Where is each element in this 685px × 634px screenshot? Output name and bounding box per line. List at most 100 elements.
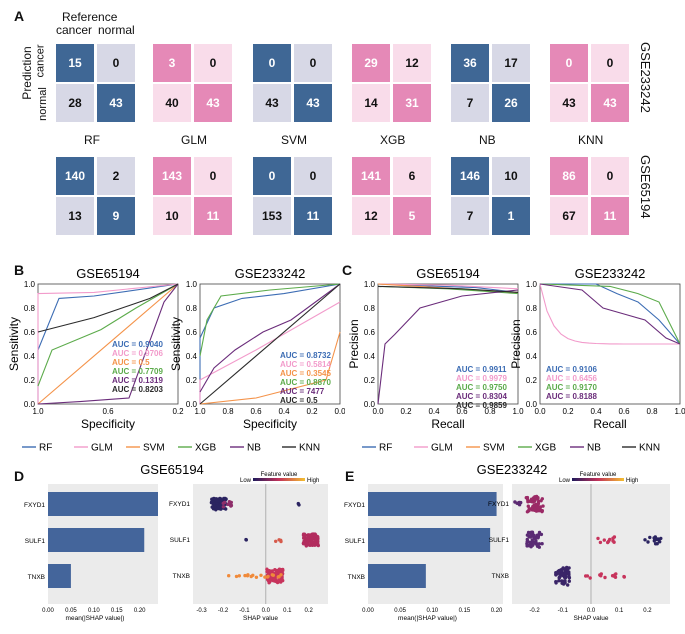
bar-x-tick: 0.05 bbox=[394, 608, 406, 614]
y-axis-label: Precision bbox=[509, 319, 523, 368]
cm-cell-gse65194-rf-tp: 140 bbox=[56, 157, 94, 195]
shap-point bbox=[527, 507, 531, 511]
shap-point bbox=[268, 579, 272, 583]
auc-label-nb: AUC = 0.8304 bbox=[456, 392, 507, 401]
model-label-svm: SVM bbox=[281, 133, 308, 147]
y-tick-label: 0.4 bbox=[526, 352, 538, 361]
cm-cell-gse233242-svm-fp: 0 bbox=[294, 44, 332, 82]
shap-point bbox=[265, 575, 270, 579]
bar-feature-label: FXYD1 bbox=[344, 502, 365, 509]
roc-curve-nb bbox=[37, 283, 179, 405]
legend-label-rf: RF bbox=[379, 443, 392, 454]
auc-label-xgb: AUC = 0.9170 bbox=[546, 383, 597, 392]
pred-class-cancer: cancer bbox=[34, 44, 47, 78]
auc-label-glm: AUC = 0.9706 bbox=[112, 349, 163, 358]
cm-cell-gse65194-xgb-tn: 5 bbox=[393, 197, 431, 235]
bar-x-label: mean(|SHAP value|) bbox=[398, 615, 457, 622]
shap-point bbox=[648, 535, 652, 540]
roc-curve-glm bbox=[37, 283, 179, 404]
legend-label-glm: GLM bbox=[91, 443, 113, 454]
legend-label-xgb: XGB bbox=[535, 443, 556, 454]
shap-figure-gse65194: GSE65194 FXYD1 SULF1 TNXB 0.00 0.05 0.10 0.15 0.… bbox=[24, 462, 328, 622]
bar-x-tick: 0.10 bbox=[426, 608, 438, 614]
shap-point bbox=[263, 575, 267, 579]
bar-x-tick: 0.15 bbox=[459, 608, 471, 614]
x-tick-label: 0.6 bbox=[456, 407, 468, 416]
shap-point bbox=[537, 542, 541, 546]
beeswarm-feature-label: SULF1 bbox=[489, 537, 510, 544]
cm-cell-gse233242-nb-tn: 26 bbox=[492, 84, 530, 122]
cm-cell-gse233242-xgb-fn: 14 bbox=[352, 84, 390, 122]
shap-point bbox=[227, 501, 232, 505]
cm-cell-gse65194-nb-fp: 10 bbox=[492, 157, 530, 195]
cm-cell-gse65194-knn-fp: 0 bbox=[591, 157, 629, 195]
chart-title: GSE233242 bbox=[575, 266, 646, 281]
shap-point bbox=[296, 501, 300, 506]
y-tick-label: 1.0 bbox=[364, 280, 376, 289]
legend-label-rf: RF bbox=[39, 443, 52, 454]
shap-point bbox=[270, 573, 274, 577]
y-tick-label: 0.2 bbox=[364, 376, 376, 385]
shap-point bbox=[567, 566, 571, 570]
shap-point bbox=[532, 499, 536, 503]
shap-point bbox=[525, 537, 529, 542]
beeswarm-feature-label: FXYD1 bbox=[169, 501, 190, 508]
cm-cell-gse65194-xgb-fp: 6 bbox=[393, 157, 431, 195]
roc-curve-xgb bbox=[37, 283, 179, 387]
cm-cell-gse233242-knn-tn: 43 bbox=[591, 84, 629, 122]
cm-cell-gse65194-nb-tn: 1 bbox=[492, 197, 530, 235]
x-tick-label: 0.6 bbox=[618, 407, 630, 416]
legend-high: High bbox=[626, 478, 638, 484]
cm-cell-gse233242-rf-fn: 28 bbox=[56, 84, 94, 122]
roc-curve-svm bbox=[37, 283, 179, 405]
shap-point bbox=[564, 575, 568, 580]
auc-label-glm: AUC = 0.9979 bbox=[456, 374, 507, 383]
shap-point bbox=[254, 575, 259, 579]
pr-curve-xgb bbox=[539, 283, 681, 345]
x-tick-label: 0.2 bbox=[172, 407, 184, 416]
feature-value-colorbar bbox=[253, 478, 305, 481]
y-axis-label: Sensitivity bbox=[7, 317, 21, 371]
shap-figure-gse233242: GSE233242 FXYD1 SULF1 TNXB 0.00 0.05 0.10 0.15 0… bbox=[344, 462, 670, 622]
cm-cell-gse233242-xgb-tp: 29 bbox=[352, 44, 390, 82]
y-tick-label: 0.4 bbox=[364, 352, 376, 361]
beeswarm-x-tick: 0.0 bbox=[587, 608, 596, 614]
x-tick-label: 1.0 bbox=[194, 407, 206, 416]
cm-cell-gse233242-svm-fn: 43 bbox=[253, 84, 291, 122]
bar-x-tick: 0.00 bbox=[42, 608, 54, 614]
shap-point bbox=[539, 499, 543, 503]
legend-label-svm: SVM bbox=[483, 443, 505, 454]
cm-cell-gse65194-rf-fp: 2 bbox=[97, 157, 135, 195]
x-tick-label: 1.0 bbox=[674, 407, 685, 416]
cm-cell-gse65194-glm-fp: 0 bbox=[194, 157, 232, 195]
y-axis-label: Precision bbox=[347, 319, 361, 368]
shap-point bbox=[537, 505, 541, 509]
shap-point bbox=[229, 504, 233, 508]
beeswarm-feature-label: FXYD1 bbox=[488, 501, 509, 508]
legend-label-xgb: XGB bbox=[195, 443, 216, 454]
beeswarm-feature-label: TNXB bbox=[492, 573, 509, 580]
dataset-label-gse233242: GSE233242 bbox=[638, 42, 653, 113]
panel-e-label: E bbox=[345, 468, 355, 484]
cm-cell-gse65194-glm-tn: 11 bbox=[194, 197, 232, 235]
y-tick-label: 0.0 bbox=[24, 400, 36, 409]
shap-point bbox=[526, 504, 530, 508]
x-tick-label: 0.0 bbox=[334, 407, 345, 416]
cm-cell-gse233242-glm-fp: 0 bbox=[194, 44, 232, 82]
beeswarm-x-tick: -0.3 bbox=[196, 608, 207, 614]
shap-point bbox=[243, 573, 247, 578]
shap-point bbox=[611, 539, 615, 543]
shap-point bbox=[234, 574, 239, 579]
shap-point bbox=[210, 505, 215, 509]
cm-cell-gse65194-glm-fn: 10 bbox=[153, 197, 191, 235]
bar-feature-label: TNXB bbox=[348, 574, 365, 581]
pr-curve-glm bbox=[539, 283, 680, 345]
y-tick-label: 0.4 bbox=[186, 352, 198, 361]
x-tick-label: 0.4 bbox=[428, 407, 440, 416]
auc-label-glm: AUC = 0.5814 bbox=[280, 360, 331, 369]
shap-point bbox=[652, 536, 656, 540]
precision-recall-figure: GSE65194 Recall Precision 0.0 0.2 0.4 0.6 0.8 1.… bbox=[347, 266, 685, 454]
shap-point bbox=[557, 576, 561, 580]
auc-label-nb: AUC = 0.1319 bbox=[112, 376, 163, 385]
x-axis-label: Specificity bbox=[243, 417, 297, 431]
